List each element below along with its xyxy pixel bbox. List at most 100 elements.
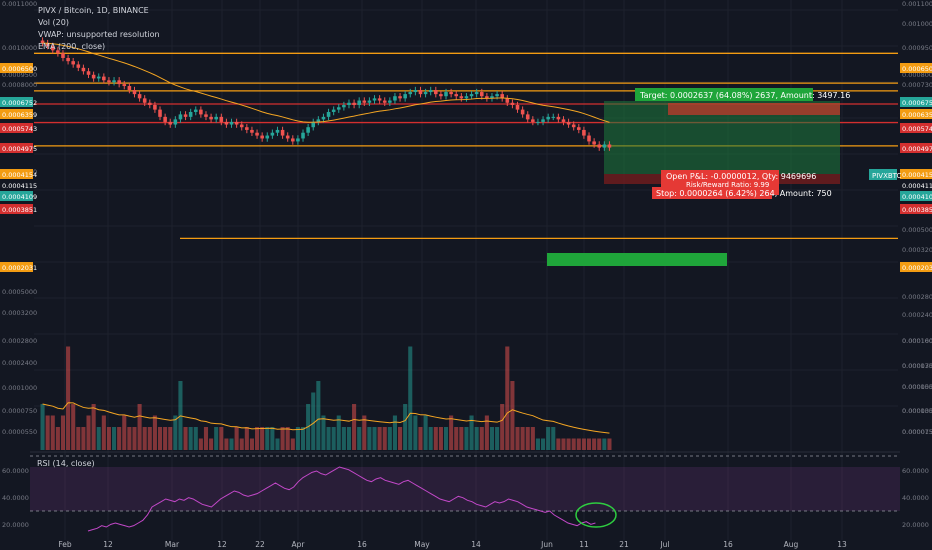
volume-bar bbox=[127, 427, 132, 450]
candle-body bbox=[566, 121, 571, 125]
volume-bar bbox=[244, 427, 249, 450]
volume-bar bbox=[300, 427, 306, 450]
volume-bar bbox=[270, 427, 275, 450]
right-axis-label: 0.0003200 bbox=[902, 246, 932, 254]
left-axis-label: 0.0005000 bbox=[2, 288, 37, 296]
rsi-title: RSI (14, close) bbox=[37, 459, 95, 468]
volume-bar bbox=[520, 427, 525, 450]
time-axis-label: Jun bbox=[540, 540, 553, 549]
time-axis-label: 22 bbox=[255, 540, 265, 549]
candle-body bbox=[602, 144, 607, 148]
left-axis-label: 0.0011000 bbox=[2, 0, 37, 8]
volume-bar bbox=[352, 404, 357, 450]
symbol-badge: PIVXBTC bbox=[872, 172, 902, 180]
candle-body bbox=[245, 127, 249, 130]
candle-body bbox=[168, 121, 173, 125]
volume-bar bbox=[219, 427, 224, 450]
right-price-badge bbox=[900, 262, 932, 272]
candle-body bbox=[234, 121, 239, 125]
left-price-axis: 0.0011000 0.0010000 0.0009500 0.0008000 0.00… bbox=[0, 0, 37, 529]
left-price-badge-text: 0.0002031 bbox=[2, 264, 37, 272]
candle-body bbox=[158, 109, 162, 117]
volume-bar bbox=[122, 415, 127, 450]
candle-body bbox=[459, 96, 464, 99]
volume-bar bbox=[183, 427, 188, 450]
volume-bar bbox=[586, 438, 592, 450]
candle-body bbox=[541, 119, 545, 122]
volume-bar bbox=[413, 415, 418, 450]
right-price-badge bbox=[900, 109, 932, 119]
candle-body bbox=[56, 50, 60, 54]
candle-body bbox=[280, 129, 285, 136]
time-axis-label: May bbox=[414, 540, 430, 549]
annotation-circle[interactable] bbox=[575, 502, 617, 528]
volume-bar bbox=[362, 415, 367, 450]
candle-body bbox=[531, 119, 535, 122]
time-axis-label: 13 bbox=[837, 540, 847, 549]
candle-body bbox=[102, 76, 106, 81]
time-axis[interactable]: Feb 12 Mar 12 22 Apr 16 May 14 Jun 11 21 Jul 16 Aug 13 bbox=[58, 540, 847, 549]
volume-bar bbox=[535, 438, 540, 450]
volume-bar bbox=[234, 427, 239, 450]
candle-body bbox=[597, 144, 602, 148]
right-price-badge bbox=[900, 97, 932, 107]
volume-bar bbox=[81, 427, 86, 450]
volume-bar bbox=[224, 438, 229, 450]
volume-bar bbox=[280, 427, 285, 450]
candle-body bbox=[209, 116, 213, 120]
candle-body bbox=[439, 94, 443, 97]
volume-bar bbox=[428, 427, 433, 450]
target-label[interactable]: Target: 0.0002637 (64.08%) 2637, Amount:… bbox=[639, 91, 850, 100]
candle-body bbox=[449, 92, 453, 95]
rsi-line bbox=[87, 466, 596, 532]
left-price-badge-text: 0.0004975 bbox=[2, 145, 37, 153]
candle-body bbox=[393, 96, 397, 101]
candle-body bbox=[204, 114, 208, 117]
candle-body bbox=[193, 109, 198, 112]
left-price-badge bbox=[0, 143, 33, 153]
candle-body bbox=[577, 127, 581, 130]
candle-body bbox=[515, 104, 520, 110]
volume-bar bbox=[147, 427, 152, 450]
volume-bar bbox=[331, 427, 336, 450]
candle-body bbox=[336, 107, 341, 110]
candle-body bbox=[219, 116, 224, 122]
volume-bar bbox=[198, 438, 203, 450]
candle-body bbox=[607, 144, 612, 148]
volume-bar bbox=[101, 415, 106, 450]
volume-bar bbox=[403, 404, 408, 450]
volume-bar bbox=[566, 438, 571, 450]
right-price-badge-text: 0.0004109 bbox=[902, 193, 932, 201]
candle-body bbox=[132, 90, 137, 95]
right-price-axis[interactable]: 0.00110000.00100000.00095000.00080000.00… bbox=[900, 0, 932, 529]
volume-bar bbox=[96, 427, 101, 450]
candle-body bbox=[362, 100, 367, 103]
candle-body bbox=[434, 90, 438, 95]
candle-body bbox=[495, 94, 499, 97]
support-zone-rect[interactable] bbox=[547, 253, 727, 266]
volume-bar bbox=[443, 427, 449, 450]
volume-bar bbox=[45, 415, 50, 450]
price-level-lines bbox=[34, 52, 898, 240]
volume-bar bbox=[576, 438, 581, 450]
right-axis-label: 0.0002800 bbox=[902, 293, 932, 301]
candle-body bbox=[347, 102, 351, 105]
candle-body bbox=[214, 116, 218, 120]
volume-bar bbox=[214, 427, 219, 450]
left-price-badge bbox=[0, 204, 33, 214]
volume-bar bbox=[249, 438, 254, 450]
candle-body bbox=[250, 129, 254, 133]
left-price-badge-text: 0.0005743 bbox=[2, 125, 37, 133]
candle-body bbox=[428, 90, 433, 93]
volume-bar bbox=[193, 427, 198, 450]
right-price-badge-text: 0.0005743 bbox=[902, 125, 932, 133]
left-price-badge-text: 0.0006359 bbox=[2, 111, 37, 119]
volume-axis-label: 0.0000550 bbox=[902, 383, 932, 391]
right-price-badge bbox=[900, 180, 932, 190]
target-label-bg bbox=[635, 88, 813, 101]
volume-bar bbox=[423, 415, 428, 450]
volume-bar bbox=[285, 427, 290, 450]
volume-bar bbox=[346, 427, 352, 450]
